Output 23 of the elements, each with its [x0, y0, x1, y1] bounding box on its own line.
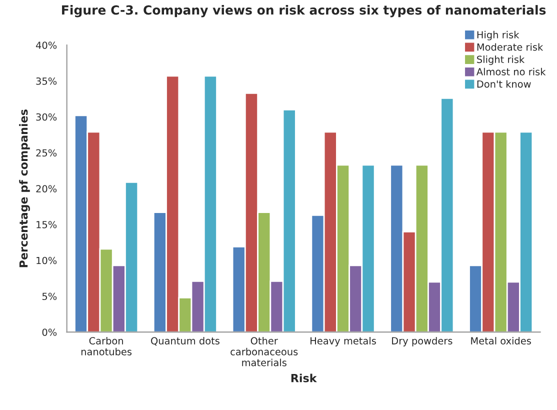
x-tick-label: Other carbonaceous materials: [230, 336, 298, 366]
y-tick-label: 5%: [42, 292, 57, 300]
y-tick-label: 40%: [36, 42, 57, 49]
y-tick-label: 20%: [36, 185, 57, 192]
y-tick-label: 0%: [42, 328, 57, 336]
y-tick-label: 30%: [36, 113, 57, 121]
y-tick-label: 35%: [36, 77, 57, 85]
x-tick-label: Metal oxides: [471, 336, 531, 344]
legend-label: Almost no risk: [476, 68, 546, 76]
y-tick-label: 10%: [36, 256, 57, 264]
chart-title: Figure C-3. Company views on risk across six types of nanomaterials: [62, 5, 546, 18]
legend-label: High risk: [477, 30, 520, 40]
x-tick-label: Quantum dots: [151, 336, 220, 346]
y-tick-label: 25%: [36, 149, 57, 157]
x-tick-label: Heavy metals: [310, 336, 376, 346]
y-axis-title: Percentage pf companies: [19, 110, 30, 268]
x-tick-label: Carbon nanotubes: [81, 336, 132, 356]
x-tick-label: Dry powders: [392, 336, 452, 346]
x-axis-title: Risk: [291, 374, 317, 382]
legend-label: Don't know: [477, 80, 531, 88]
legend-label: Moderate risk: [477, 43, 544, 51]
legend-label: Slight risk: [477, 56, 525, 65]
y-tick-label: 15%: [36, 220, 57, 228]
